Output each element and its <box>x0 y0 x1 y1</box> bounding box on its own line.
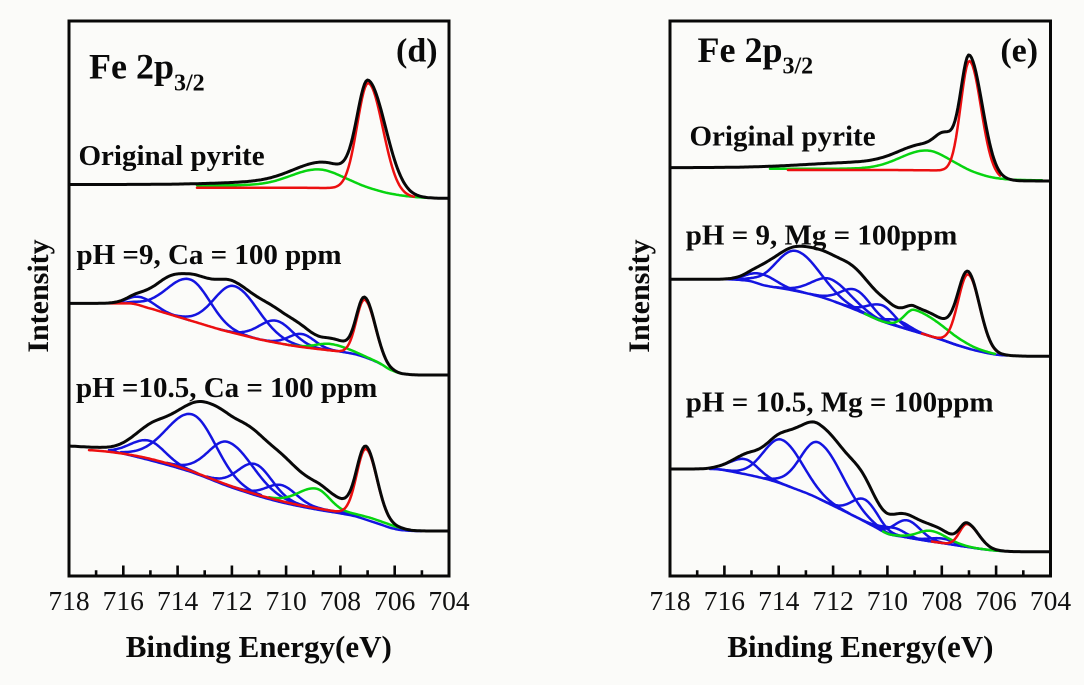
svg-text:710: 710 <box>265 585 306 616</box>
svg-text:714: 714 <box>758 585 800 616</box>
svg-text:Fe 2p3/2: Fe 2p3/2 <box>89 47 205 97</box>
svg-text:704: 704 <box>428 585 470 616</box>
svg-text:710: 710 <box>867 585 908 616</box>
svg-text:716: 716 <box>103 585 144 616</box>
svg-text:pH = 10.5, Mg = 100ppm: pH = 10.5, Mg = 100ppm <box>686 386 994 418</box>
svg-text:Fe 2p3/2: Fe 2p3/2 <box>698 30 814 80</box>
svg-text:Binding Energy(eV): Binding Energy(eV) <box>126 629 392 664</box>
svg-text:716: 716 <box>704 585 745 616</box>
svg-text:Intensity: Intensity <box>623 239 656 352</box>
svg-text:Original pyrite: Original pyrite <box>690 121 876 153</box>
svg-text:pH =10.5, Ca = 100 ppm: pH =10.5, Ca = 100 ppm <box>76 372 377 404</box>
svg-text:pH = 9, Mg = 100ppm: pH = 9, Mg = 100ppm <box>686 219 958 251</box>
svg-text:708: 708 <box>320 585 361 616</box>
svg-text:(e): (e) <box>1000 33 1038 70</box>
svg-text:714: 714 <box>157 585 199 616</box>
svg-text:Original pyrite: Original pyrite <box>79 140 265 172</box>
svg-text:pH =9, Ca = 100 ppm: pH =9, Ca = 100 ppm <box>77 239 342 271</box>
svg-text:Binding Energy(eV): Binding Energy(eV) <box>727 629 993 664</box>
svg-text:718: 718 <box>48 585 89 616</box>
svg-text:712: 712 <box>211 585 252 616</box>
svg-text:706: 706 <box>374 585 415 616</box>
svg-text:706: 706 <box>975 585 1016 616</box>
svg-text:(d): (d) <box>396 33 438 70</box>
svg-text:708: 708 <box>921 585 962 616</box>
svg-text:704: 704 <box>1030 585 1072 616</box>
svg-text:718: 718 <box>649 585 690 616</box>
svg-text:712: 712 <box>812 585 853 616</box>
svg-text:Intensity: Intensity <box>22 239 55 352</box>
